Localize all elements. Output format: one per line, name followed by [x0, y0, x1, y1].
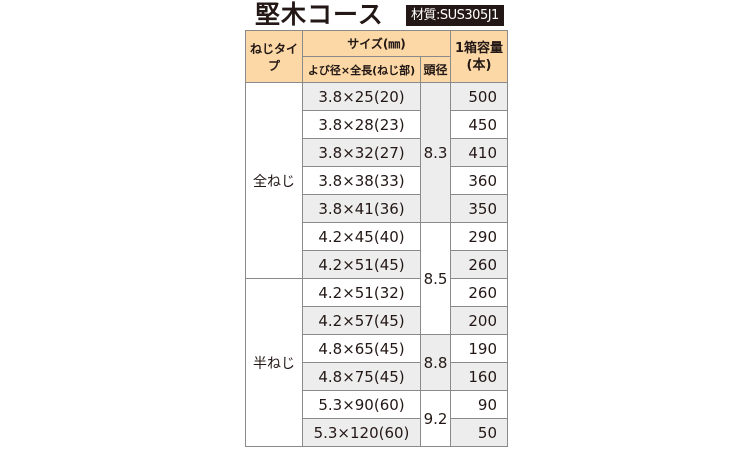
qty-cell: 290 [450, 222, 508, 251]
table-row: 全ねじ 3.8×25(20) 8.3 500 [245, 82, 508, 279]
header-size: サイズ(㎜) [302, 30, 451, 57]
table-row: 4.8×65(45) 8.8 190 [246, 334, 508, 391]
size-cell: 3.8×38(33) [302, 166, 421, 195]
qty-cell: 360 [450, 166, 508, 195]
head-diameter-cell: 8.3 [420, 82, 451, 223]
size-cell: 4.2×57(45) [302, 306, 421, 335]
header-diameter-length: よび径×全長(ねじ部) [302, 56, 421, 83]
size-cell: 3.8×28(23) [302, 110, 421, 139]
qty-cell: 190 [450, 334, 508, 363]
qty-cell: 90 [450, 390, 508, 419]
table-row: 4.2×45(40) 8.5 290 [246, 222, 508, 335]
qty-cell: 50 [450, 418, 508, 447]
size-cell: 4.2×51(32) [302, 278, 421, 307]
qty-cell: 200 [450, 306, 508, 335]
table-row: 4.2×51(45) 260 [246, 250, 508, 279]
size-cell: 4.8×75(45) [302, 362, 421, 391]
size-cell: 5.3×120(60) [302, 418, 421, 447]
type-cell: 半ねじ [245, 278, 303, 447]
size-cell: 3.8×32(27) [302, 138, 421, 167]
table-row: 3.8×38(33) 360 [246, 166, 508, 195]
table-row: 5.3×90(60) 9.2 90 [246, 390, 508, 447]
header-type: ねじタイプ [245, 30, 303, 83]
header-head: 頭径 [420, 56, 451, 83]
table-row: 4.8×75(45) 160 [246, 362, 508, 391]
size-cell: 4.2×45(40) [302, 222, 421, 251]
type-cell: 全ねじ [245, 82, 303, 279]
table-row: 半ねじ 4.2×51(32) 260 [245, 278, 508, 447]
spec-table: ねじタイプ サイズ(㎜) 1箱容量 (本) よび径×全長(ねじ部) 頭径 全ねじ 3… [245, 30, 508, 447]
size-cell: 3.8×25(20) [302, 82, 421, 111]
qty-cell: 410 [450, 138, 508, 167]
qty-cell: 450 [450, 110, 508, 139]
table-row: 3.8×41(36) 350 [246, 194, 508, 223]
qty-cell: 160 [450, 362, 508, 391]
qty-cell: 260 [450, 278, 508, 307]
qty-cell: 500 [450, 82, 508, 111]
head-diameter-cell: 9.2 [420, 390, 451, 447]
table-row: 3.8×28(23) 450 [246, 110, 508, 139]
material-badge: 材質:SUS305J1 [406, 5, 504, 26]
table-row: 4.2×57(45) 200 [246, 306, 508, 335]
size-cell: 4.2×51(45) [302, 250, 421, 279]
size-cell: 3.8×41(36) [302, 194, 421, 223]
qty-cell: 350 [450, 194, 508, 223]
header-qty-text: 1箱容量 (本) [454, 40, 504, 73]
head-diameter-cell: 8.5 [420, 222, 451, 335]
head-diameter-cell: 8.8 [420, 334, 451, 391]
page-title: 堅木コース [255, 0, 384, 29]
size-cell: 4.8×65(45) [302, 334, 421, 363]
header-qty: 1箱容量 (本) [450, 30, 508, 83]
table-row: 5.3×120(60) 50 [246, 418, 508, 447]
qty-cell: 260 [450, 250, 508, 279]
size-cell: 5.3×90(60) [302, 390, 421, 419]
